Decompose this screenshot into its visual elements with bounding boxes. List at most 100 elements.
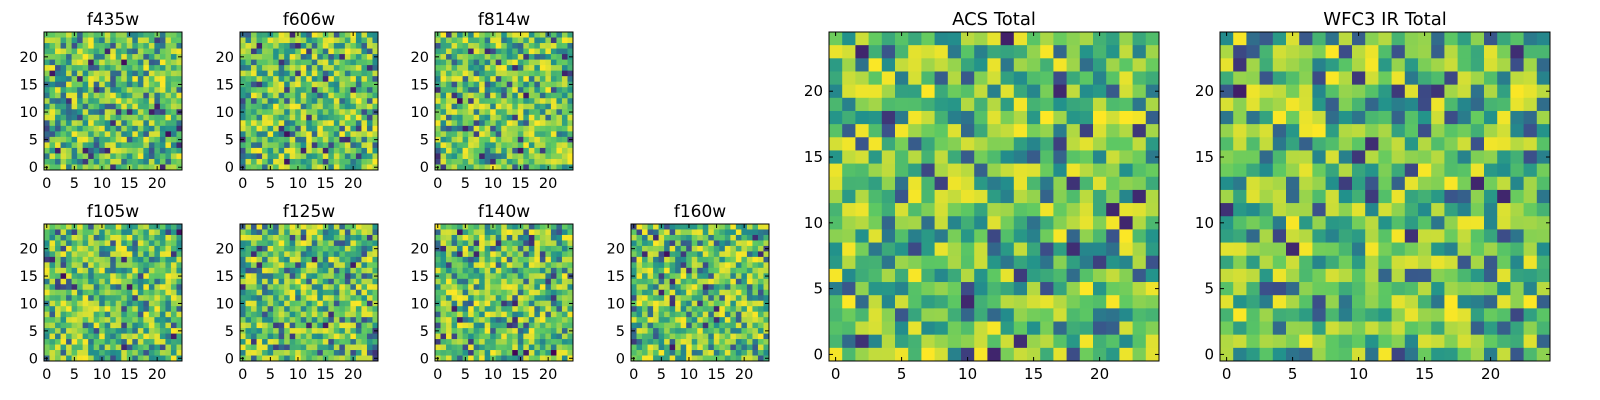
heatmap-cell (567, 98, 574, 105)
heatmap-cell (143, 76, 150, 83)
heatmap-cell (361, 70, 368, 77)
heatmap-cell (987, 71, 1001, 86)
heatmap-cell (479, 289, 486, 296)
heatmap-cell (262, 344, 268, 351)
heatmap-cell (462, 289, 469, 296)
heatmap-cell (311, 262, 318, 269)
heatmap-cell (295, 328, 302, 334)
heatmap-cell (746, 328, 753, 334)
heatmap-cell (262, 76, 268, 83)
heatmap-cell (148, 229, 155, 236)
heatmap-cell (517, 98, 524, 105)
heatmap-cell (110, 70, 117, 77)
heatmap-cell (344, 43, 351, 49)
heatmap-cell (719, 278, 726, 285)
heatmap-cell (517, 37, 524, 44)
heatmap-cell (55, 339, 61, 345)
heatmap-cell (88, 328, 95, 334)
heatmap-cell (355, 278, 362, 285)
heatmap-cell (1106, 163, 1120, 178)
heatmap-cell (506, 278, 513, 285)
heatmap-cell (741, 300, 748, 307)
heatmap-cell (273, 284, 280, 291)
heatmap-cell (1000, 84, 1015, 99)
heatmap-cell (154, 240, 161, 247)
heatmap-cell (561, 328, 568, 334)
heatmap-cell (176, 240, 183, 247)
heatmap-cell (71, 109, 78, 116)
heatmap-cell (262, 120, 268, 127)
heatmap-cell (289, 344, 296, 351)
heatmap-cell (88, 120, 95, 127)
heatmap-cell (534, 32, 541, 38)
heatmap-cell (170, 54, 177, 60)
heatmap-cell (642, 224, 648, 230)
heatmap-cell (256, 98, 263, 105)
heatmap-cell (451, 131, 458, 138)
heatmap-cell (322, 70, 329, 77)
heatmap-cell (1119, 58, 1133, 72)
heatmap-cell (440, 120, 447, 127)
heatmap-cell (82, 289, 89, 296)
heatmap-cell (256, 120, 263, 127)
heatmap-cell (77, 344, 84, 351)
heatmap-cell (495, 311, 502, 318)
heatmap-cell (104, 120, 111, 127)
heatmap-cell (322, 289, 329, 296)
x-tick-label: 15 (120, 367, 138, 383)
heatmap-cell (55, 54, 61, 60)
heatmap-cell (104, 224, 111, 230)
heatmap-cell (71, 339, 78, 345)
heatmap-cell (328, 289, 335, 296)
heatmap-cell (49, 98, 56, 105)
heatmap-cell (82, 153, 89, 160)
heatmap-cell (159, 59, 166, 66)
heatmap-cell (170, 322, 177, 329)
panel-title: f606w (283, 10, 335, 30)
heatmap-cell (561, 136, 568, 143)
heatmap-cell (99, 43, 106, 49)
heatmap-cell (1119, 124, 1133, 138)
heatmap-cell (88, 339, 95, 345)
heatmap-cell (132, 229, 139, 236)
heatmap-cell (556, 98, 563, 105)
heatmap-cell (278, 251, 285, 258)
heatmap-cell (512, 306, 519, 313)
heatmap-cell (137, 65, 144, 72)
heatmap-cell (757, 339, 764, 345)
heatmap-cell (71, 37, 78, 44)
heatmap-cell (708, 317, 715, 324)
heatmap-cell (468, 65, 475, 72)
heatmap-cell (311, 65, 318, 72)
heatmap-cell (457, 48, 463, 55)
heatmap-cell (908, 71, 922, 86)
heatmap-cell (148, 136, 155, 143)
heatmap-cell (446, 76, 452, 83)
heatmap-cell (961, 71, 975, 86)
heatmap-cell (680, 251, 687, 258)
heatmap-cell (93, 240, 100, 247)
heatmap-cell (110, 300, 117, 307)
heatmap-cell (468, 54, 475, 60)
heatmap-cell (512, 43, 519, 49)
heatmap-cell (528, 32, 535, 38)
heatmap-cell (82, 158, 89, 165)
heatmap-cell (295, 136, 302, 143)
heatmap-cell (451, 245, 458, 252)
heatmap-cell (300, 317, 307, 324)
heatmap-cell (669, 234, 676, 241)
heatmap-cell (1040, 97, 1054, 112)
heatmap-cell (506, 103, 513, 110)
heatmap-cell (1079, 216, 1094, 230)
heatmap-cell (512, 317, 519, 324)
heatmap-cell (49, 59, 56, 66)
heatmap-cell (479, 317, 486, 324)
heatmap-cell (435, 289, 441, 296)
heatmap-cell (339, 59, 346, 66)
heatmap-cell (311, 109, 318, 116)
heatmap-cell (93, 76, 100, 83)
heatmap-cell (961, 84, 975, 99)
heatmap-cell (550, 43, 557, 49)
heatmap-cell (658, 350, 665, 356)
heatmap-cell (278, 114, 285, 121)
